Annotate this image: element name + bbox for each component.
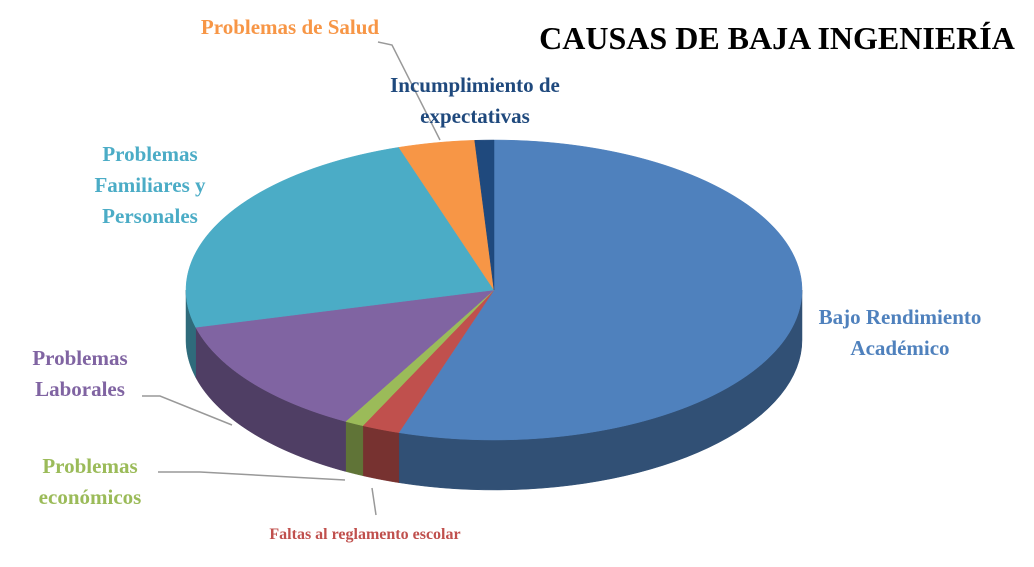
slice-label: Problemas de Salud: [200, 15, 380, 39]
slice: [474, 139, 495, 291]
slice: [185, 147, 495, 328]
slice-label: Bajo Rendimiento Académico: [818, 305, 982, 360]
slice-label: Problemas Laborales: [32, 346, 128, 401]
slice-side: [362, 425, 400, 483]
slice-label: Incumplimiento de expectativas: [390, 73, 560, 128]
slice-label: Faltas al reglamento escolar: [269, 526, 461, 543]
leader-lines: [142, 41, 441, 516]
leader-line: [142, 395, 233, 426]
slice-label: Problemas económicos: [38, 454, 142, 509]
leader-line: [158, 471, 346, 481]
pie: [185, 139, 803, 491]
slice-side: [345, 421, 364, 477]
slice: [398, 139, 803, 441]
chart-title: CAUSAS DE BAJA INGENIERÍA: [539, 20, 1015, 56]
leader-line: [371, 487, 377, 516]
slice: [195, 289, 495, 422]
slice-label: Problemas Familiares y Personales: [94, 142, 206, 228]
leader-line: [377, 41, 441, 141]
slice: [398, 140, 495, 291]
